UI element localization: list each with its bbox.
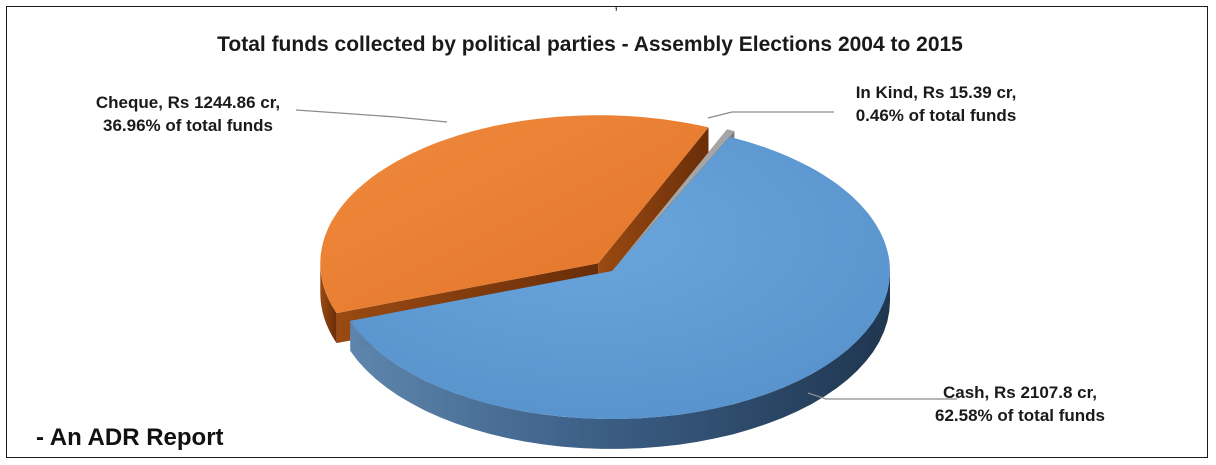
data-label-line: Cheque, Rs 1244.86 cr, (96, 93, 280, 112)
slice-side-cash (350, 271, 890, 449)
data-label-inkind: In Kind, Rs 15.39 cr, 0.46% of total fund… (856, 83, 1017, 125)
leader-lines (295, 109, 957, 400)
slice-inkind (616, 129, 735, 266)
slice-labels: Cash, Rs 2107.8 cr, 62.58% of total funds… (96, 83, 1105, 425)
top-mark: , (614, 0, 619, 13)
data-label-line: In Kind, Rs 15.39 cr, (856, 83, 1017, 102)
chart-title: Total funds collected by political parti… (217, 33, 963, 56)
slice-side-cheque (320, 263, 337, 344)
leader-line-cash (807, 392, 957, 400)
data-label-line: 62.58% of total funds (935, 406, 1105, 425)
leader-line-inkind (707, 111, 834, 119)
pie-slices (320, 115, 890, 449)
data-label-line: Cash, Rs 2107.8 cr, (943, 383, 1097, 402)
leader-line-cheque (295, 109, 448, 123)
report-source: - An ADR Report (36, 424, 224, 451)
data-label-line: 36.96% of total funds (103, 116, 273, 135)
slice-wall-cheque-1 (598, 127, 709, 294)
data-label-cheque: Cheque, Rs 1244.86 cr, 36.96% of total fu… (96, 93, 280, 135)
slice-cheque (320, 115, 709, 314)
data-label-line: 0.46% of total funds (856, 106, 1017, 125)
slice-cash (350, 136, 890, 419)
data-label-cash: Cash, Rs 2107.8 cr, 62.58% of total funds (935, 383, 1105, 425)
